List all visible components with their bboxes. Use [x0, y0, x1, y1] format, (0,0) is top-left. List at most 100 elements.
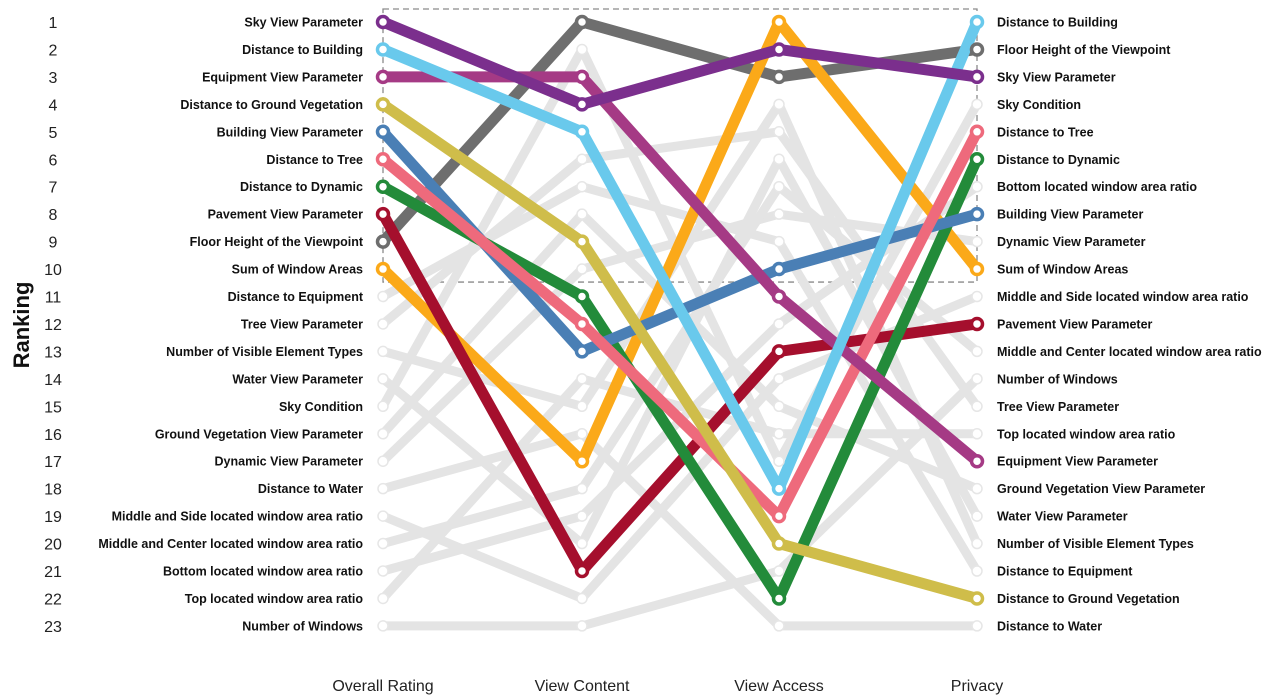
point-dynamic-view-parameter-3 — [971, 235, 983, 248]
rank-tick-23: 23 — [44, 619, 62, 636]
point-number-of-visible-element-types-3 — [971, 537, 983, 550]
rank-tick-14: 14 — [44, 372, 62, 389]
left-label-rank-22: Top located window area ratio — [185, 592, 364, 606]
point-bottom-located-window-area-ratio-2 — [773, 318, 785, 330]
point-top-located-window-area-ratio-1 — [576, 373, 588, 385]
right-label-rank-10: Sum of Window Areas — [997, 263, 1128, 277]
right-label-rank-7: Bottom located window area ratio — [997, 180, 1197, 194]
point-number-of-windows-3 — [971, 373, 983, 385]
point-distance-to-water-1 — [576, 428, 588, 440]
point-water-view-parameter-2 — [773, 153, 785, 165]
point-distance-to-dynamic-1 — [574, 289, 590, 304]
point-distance-to-tree-1 — [574, 316, 590, 332]
point-dynamic-view-parameter-2 — [773, 208, 785, 220]
rank-tick-12: 12 — [44, 317, 62, 334]
point-building-view-parameter-0 — [375, 124, 391, 140]
point-floor-height-of-the-viewpoint-3 — [969, 42, 985, 57]
top-ten-box-group — [382, 8, 978, 283]
point-distance-to-ground-vegetation-2 — [771, 536, 787, 551]
point-tree-view-parameter-1 — [576, 153, 588, 165]
point-water-view-parameter-1 — [576, 537, 588, 550]
point-distance-to-dynamic-2 — [771, 591, 787, 606]
y-axis-title: Ranking — [9, 282, 34, 369]
series-line-distance-to-ground-vegetation — [377, 98, 983, 604]
right-label-rank-21: Distance to Equipment — [997, 565, 1133, 579]
right-label-rank-20: Number of Visible Element Types — [997, 537, 1194, 551]
series-line-equipment-view-parameter — [377, 71, 983, 467]
right-label-rank-15: Tree View Parameter — [997, 400, 1119, 414]
point-tree-view-parameter-3 — [971, 400, 983, 413]
point-pavement-view-parameter-2 — [771, 344, 787, 359]
point-bottom-located-window-area-ratio-3 — [971, 180, 983, 193]
point-sum-of-window-areas-0 — [375, 261, 391, 277]
left-label-rank-4: Distance to Ground Vegetation — [180, 98, 363, 112]
axis-label-overall-rating: Overall Rating — [332, 678, 433, 695]
point-pavement-view-parameter-0 — [375, 206, 391, 222]
point-distance-to-tree-2 — [771, 508, 787, 524]
left-label-rank-10: Sum of Window Areas — [232, 263, 363, 277]
point-distance-to-dynamic-0 — [375, 179, 391, 194]
point-number-of-windows-2 — [773, 565, 785, 577]
series-line-distance-to-building — [377, 16, 983, 495]
point-distance-to-building-2 — [771, 481, 787, 496]
point-top-located-window-area-ratio-2 — [773, 428, 785, 440]
point-distance-to-ground-vegetation-0 — [375, 97, 391, 112]
point-ground-vegetation-view-parameter-2 — [773, 400, 785, 413]
left-label-rank-23: Number of Windows — [242, 619, 363, 633]
left-label-rank-3: Equipment View Parameter — [202, 70, 363, 84]
rank-tick-18: 18 — [44, 482, 62, 499]
left-label-rank-8: Pavement View Parameter — [208, 208, 364, 222]
left-label-rank-1: Sky View Parameter — [244, 16, 363, 30]
point-tree-view-parameter-2 — [773, 126, 785, 138]
point-ground-vegetation-view-parameter-1 — [576, 208, 588, 220]
point-middle-and-side-located-window-area-ratio-1 — [576, 592, 588, 605]
point-sky-view-parameter-3 — [969, 69, 985, 85]
rank-tick-11: 11 — [45, 290, 62, 307]
point-floor-height-of-the-viewpoint-0 — [375, 234, 391, 249]
right-label-rank-22: Distance to Ground Vegetation — [997, 592, 1180, 606]
series-line-distance-to-water — [378, 429, 982, 631]
left-label-rank-19: Middle and Side located window area rati… — [112, 510, 364, 524]
right-label-rank-6: Distance to Dynamic — [997, 153, 1120, 167]
point-water-view-parameter-0 — [377, 373, 389, 385]
point-distance-to-equipment-1 — [576, 180, 588, 193]
point-pavement-view-parameter-3 — [969, 316, 985, 332]
rank-tick-1: 1 — [49, 15, 58, 32]
point-equipment-view-parameter-3 — [969, 453, 985, 469]
left-label-rank-2: Distance to Building — [242, 43, 363, 57]
rank-tick-6: 6 — [49, 152, 58, 169]
point-equipment-view-parameter-0 — [375, 69, 391, 85]
left-label-rank-6: Distance to Tree — [266, 153, 363, 167]
point-middle-and-side-located-window-area-ratio-3 — [971, 290, 983, 303]
rank-tick-20: 20 — [44, 537, 62, 554]
series-line-sum-of-window-areas — [377, 16, 983, 467]
labels-group: 1234567891011121314151617181920212223Sky… — [9, 15, 1262, 695]
point-bottom-located-window-area-ratio-0 — [377, 565, 389, 577]
right-label-rank-16: Top located window area ratio — [997, 427, 1176, 441]
right-label-rank-1: Distance to Building — [997, 16, 1118, 30]
point-floor-height-of-the-viewpoint-1 — [574, 14, 590, 30]
left-label-rank-7: Distance to Dynamic — [240, 180, 363, 194]
point-floor-height-of-the-viewpoint-2 — [771, 69, 787, 85]
right-label-rank-14: Number of Windows — [997, 372, 1118, 386]
highlight-lines-group — [377, 16, 983, 604]
point-middle-and-center-located-window-area-ratio-1 — [576, 482, 588, 495]
point-distance-to-tree-0 — [375, 152, 391, 167]
point-tree-view-parameter-0 — [377, 318, 389, 330]
point-bottom-located-window-area-ratio-1 — [576, 510, 588, 522]
series-line-number-of-windows — [378, 374, 982, 631]
left-label-rank-5: Building View Parameter — [217, 125, 363, 139]
point-distance-to-ground-vegetation-3 — [969, 591, 985, 606]
series-line-sky-view-parameter — [377, 16, 983, 110]
rank-tick-4: 4 — [49, 97, 58, 114]
left-label-rank-20: Middle and Center located window area ra… — [98, 537, 363, 551]
point-sum-of-window-areas-3 — [969, 261, 985, 277]
point-distance-to-ground-vegetation-1 — [574, 234, 590, 249]
point-number-of-visible-element-types-2 — [773, 98, 785, 111]
rank-tick-16: 16 — [44, 427, 62, 444]
axis-label-view-content: View Content — [535, 678, 630, 695]
points-group — [375, 14, 985, 632]
point-building-view-parameter-3 — [969, 206, 985, 222]
point-distance-to-water-0 — [377, 482, 389, 495]
point-distance-to-building-0 — [375, 42, 391, 57]
